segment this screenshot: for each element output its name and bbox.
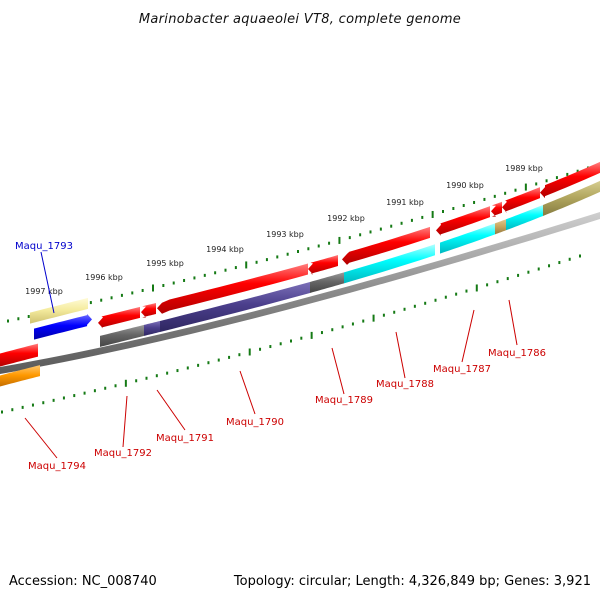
leader-line [156,389,186,431]
leader-line [239,370,256,415]
ruler-tick-label: 1995 kbp [146,259,184,268]
ruler-tick-label: 1996 kbp [85,273,123,282]
genome-backbone [0,212,600,374]
gene-label: Maqu_1789 [315,395,373,406]
gene-label: Maqu_1794 [28,461,86,472]
cog-block [506,204,543,231]
gene-label: Maqu_1788 [376,379,434,390]
leader-line [395,331,406,379]
cog-block [310,272,344,293]
gene-leader-lines [24,251,518,459]
cog-block [495,219,506,235]
cds-arrow [98,306,140,329]
cds-arrow [491,201,502,217]
topology-text: Topology: circular; Length: 4,326,849 bp… [233,574,591,589]
cog-block [0,365,40,387]
map-title: Marinobacter aquaeolei VT8, complete gen… [139,12,461,27]
gene-label: Maqu_1793 [15,241,73,252]
cds-arrow [540,161,600,199]
cds-arrow [157,263,308,314]
ruler-tick-label: 1990 kbp [446,181,484,190]
ruler-tick-label: 1994 kbp [206,245,244,254]
cds-arrow [436,206,490,236]
cds-arrow [0,343,38,367]
inner-ruler [1,254,581,414]
cds-arrow [141,302,156,318]
gene-track-cog [0,180,600,387]
ruler-tick-labels: 1989 kbp 1990 kbp 1991 kbp 1992 kbp 1993 kbp… [25,164,543,296]
gene-label: Maqu_1791 [156,433,214,444]
ruler-tick-label: 1991 kbp [386,198,424,207]
cog-block [30,297,88,324]
ruler-tick-label: 1992 kbp [327,214,365,223]
cog-block [543,180,600,216]
cds-arrow [34,313,92,340]
cog-block [440,223,495,254]
cds-arrow [502,187,540,213]
leader-line [40,251,55,314]
gene-label: Maqu_1792 [94,448,152,459]
ruler-tick-label: 1989 kbp [505,164,543,173]
leader-line [461,309,475,363]
cog-block [144,320,160,336]
leader-line [508,299,518,346]
gene-label: Maqu_1790 [226,417,284,428]
cds-arrow [308,255,338,275]
cog-block [344,244,435,284]
gene-track-cds [0,161,600,367]
leader-line [122,395,128,448]
ruler-tick-label: 1993 kbp [266,230,304,239]
leader-line [24,417,58,459]
gene-label: Maqu_1787 [433,364,491,375]
cog-block [160,281,310,332]
cds-arrow [342,226,430,265]
leader-line [331,347,345,395]
accession-text: Accession: NC_008740 [9,574,157,589]
cog-block [100,324,144,347]
ruler-tick-label: 1997 kbp [25,287,63,296]
gene-label: Maqu_1786 [488,348,546,359]
